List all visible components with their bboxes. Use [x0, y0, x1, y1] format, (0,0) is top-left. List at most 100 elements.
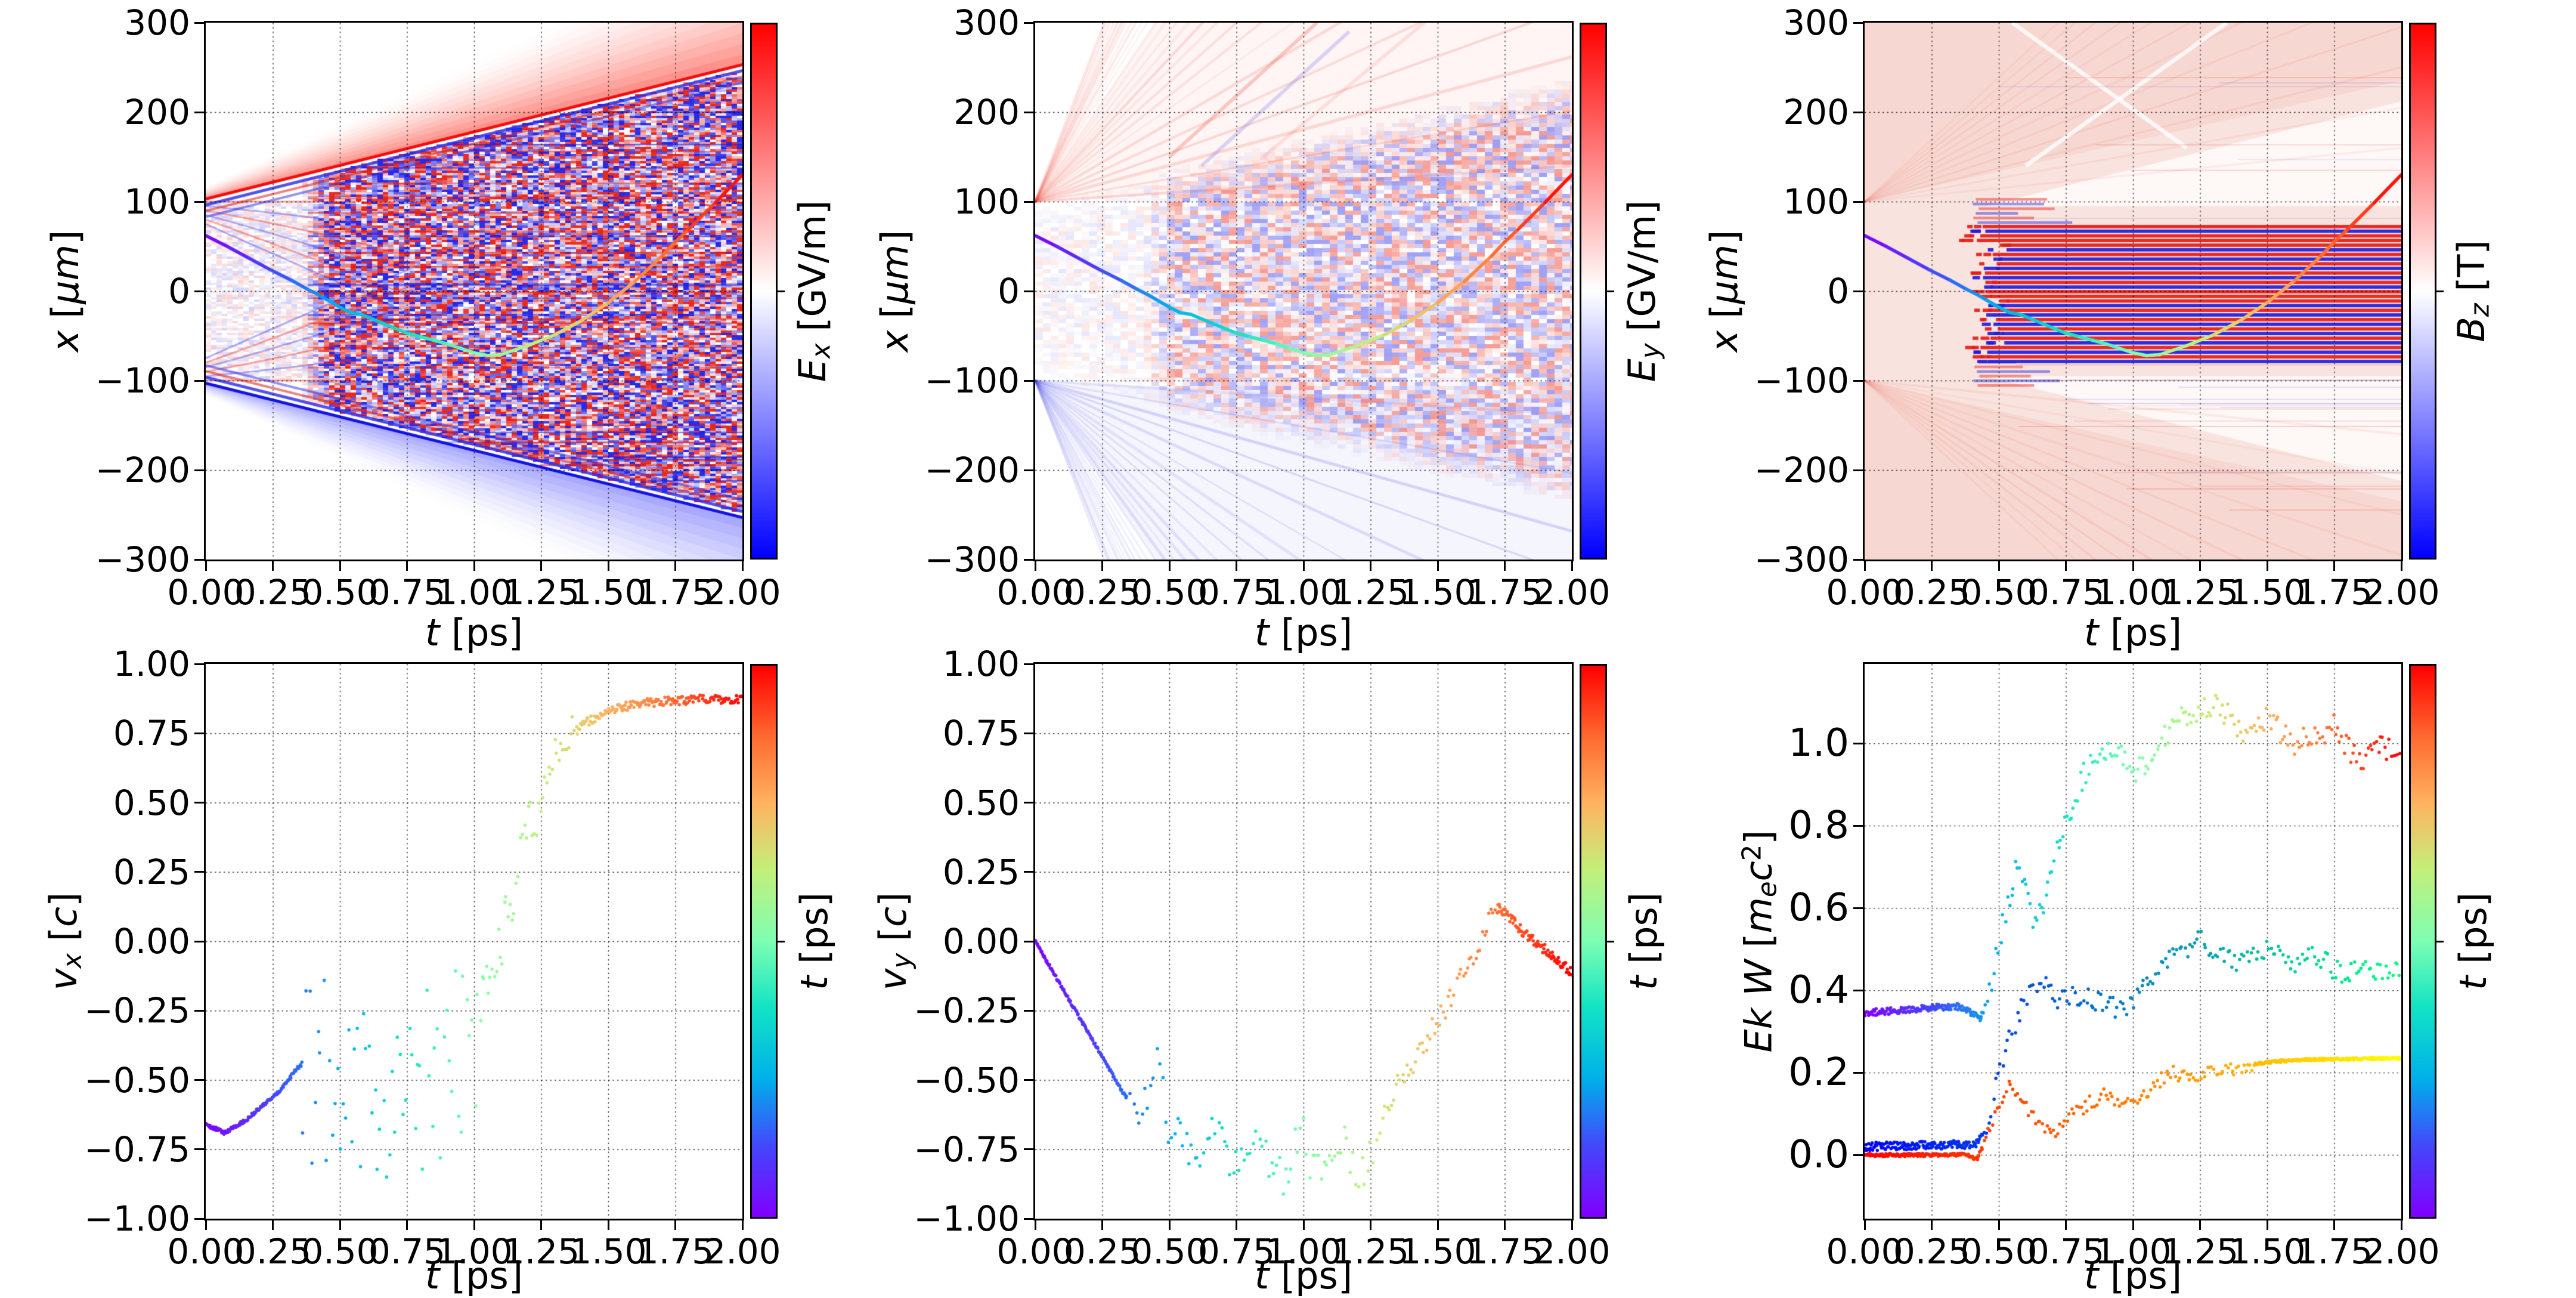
y-tick-mark [1853, 1071, 1863, 1074]
x-tick-mark [1504, 1220, 1506, 1230]
x-tick-mark [1504, 561, 1506, 571]
x-tick-mark [1034, 561, 1036, 571]
x-tick-mark [1998, 1220, 2000, 1230]
x-tick-mark [1436, 561, 1439, 571]
y-tick-label: −200 [924, 450, 1020, 490]
x-tick-mark [2333, 1220, 2335, 1230]
x-tick-label: 1.00 [1265, 1231, 1342, 1272]
x-axis-label: t [ps] [425, 1257, 523, 1294]
label-part: z [2465, 303, 2496, 317]
x-axis-label: t [ps] [1255, 614, 1352, 651]
label-part: [ [873, 304, 917, 330]
colorbar-label: Ey [GV/m] [1620, 200, 1666, 382]
y-tick-mark [194, 111, 204, 113]
x-tick-label: 0.00 [996, 1231, 1074, 1272]
label-part: x [806, 343, 837, 359]
x-tick-label: 0.75 [2027, 572, 2105, 613]
label-part: [ [41, 927, 85, 953]
x-tick-label: 0.50 [1960, 1231, 2038, 1272]
label-part: [ [1736, 933, 1781, 960]
x-tick-mark [540, 1220, 542, 1230]
label-part: [ [871, 927, 915, 953]
y-tick-mark [1024, 1217, 1033, 1220]
y-tick-mark [194, 871, 204, 873]
label-part: [ps] [439, 611, 524, 654]
x-tick-mark [607, 561, 609, 571]
y-tick-label: −100 [95, 360, 190, 401]
label-part: ] [1702, 230, 1746, 245]
x-tick-label: 0.00 [167, 1231, 244, 1272]
x-tick-mark [2400, 561, 2402, 571]
x-tick-label: 1.00 [435, 572, 513, 613]
y-tick-mark [194, 940, 204, 942]
label-part: ] [44, 230, 87, 245]
y-tick-mark [1024, 1079, 1033, 1081]
y-tick-mark [1024, 802, 1033, 803]
colorbar-label: t [ps] [792, 892, 836, 990]
y-tick-label: 1.0 [1788, 721, 1849, 766]
x-tick-mark [540, 561, 542, 571]
y-tick-mark [1024, 290, 1033, 292]
x-tick-label: 1.75 [1466, 572, 1544, 613]
x-tick-label: 1.00 [435, 1231, 513, 1272]
y-tick-mark [194, 290, 204, 292]
y-tick-mark [194, 1148, 204, 1151]
y-tick-label: −300 [95, 539, 190, 580]
y-tick-label: 0.25 [942, 851, 1020, 892]
y-tick-label: −0.25 [914, 990, 1020, 1031]
y-tick-mark [194, 802, 204, 803]
y-tick-label: −100 [1754, 360, 1849, 401]
x-tick-mark [272, 1220, 274, 1230]
x-tick-label: 0.25 [1063, 1231, 1141, 1272]
label-part: [GV/m] [1620, 200, 1664, 344]
x-tick-mark [1931, 561, 1933, 571]
y-tick-mark [1853, 907, 1863, 909]
x-tick-label: 0.50 [1960, 572, 2038, 613]
y-tick-label: −0.75 [914, 1129, 1020, 1170]
colorbar-mid-tick [2436, 290, 2444, 292]
x-tick-label: 0.75 [368, 572, 446, 613]
x-tick-mark [1168, 561, 1171, 571]
x-axis-label: t [ps] [2084, 614, 2182, 651]
x-tick-mark [1101, 561, 1103, 571]
colorbar [750, 23, 778, 560]
x-tick-mark [205, 561, 207, 571]
label-part: t [2083, 1254, 2099, 1297]
x-tick-mark [1863, 1220, 1866, 1230]
vy-vs-t-canvas [1035, 664, 1572, 1219]
x-tick-mark [2266, 1220, 2268, 1230]
y-tick-label: 0.00 [942, 921, 1020, 962]
x-tick-mark [1034, 1220, 1036, 1230]
label-part: t [425, 1254, 440, 1297]
y-tick-mark [194, 732, 204, 734]
colorbar-label: Ex [GV/m] [790, 200, 837, 382]
x-tick-mark [2065, 1220, 2067, 1230]
energy-vs-t-canvas [1865, 664, 2401, 1219]
x-tick-mark [2266, 561, 2268, 571]
x-tick-label: 0.50 [1131, 1231, 1208, 1272]
label-part: x [1702, 330, 1746, 353]
x-tick-mark [473, 561, 475, 571]
y-tick-mark [1024, 558, 1033, 561]
x-tick-label: 0.75 [1197, 1231, 1275, 1272]
label-part: ] [871, 892, 915, 907]
y-tick-mark [1024, 379, 1033, 382]
label-part: t [2083, 611, 2099, 654]
x-tick-label: 0.00 [996, 572, 1074, 613]
label-part: y [1636, 343, 1666, 359]
x-tick-label: 2.00 [704, 1231, 781, 1272]
label-part: μm [44, 244, 87, 304]
y-tick-label: −300 [924, 539, 1020, 580]
x-tick-mark [1236, 561, 1237, 571]
colorbar-mid-tick [1607, 290, 1614, 292]
x-tick-mark [1302, 1220, 1305, 1230]
x-tick-label: 1.25 [2161, 1231, 2239, 1272]
y-tick-mark [1024, 21, 1033, 24]
label-part: [GV/m] [790, 200, 834, 344]
y-tick-mark [194, 558, 204, 561]
x-tick-label: 1.75 [2295, 1231, 2373, 1272]
y-tick-mark [1024, 663, 1033, 665]
colorbar [2409, 23, 2436, 560]
label-part: t [2451, 975, 2495, 991]
x-tick-label: 1.25 [2161, 572, 2239, 613]
